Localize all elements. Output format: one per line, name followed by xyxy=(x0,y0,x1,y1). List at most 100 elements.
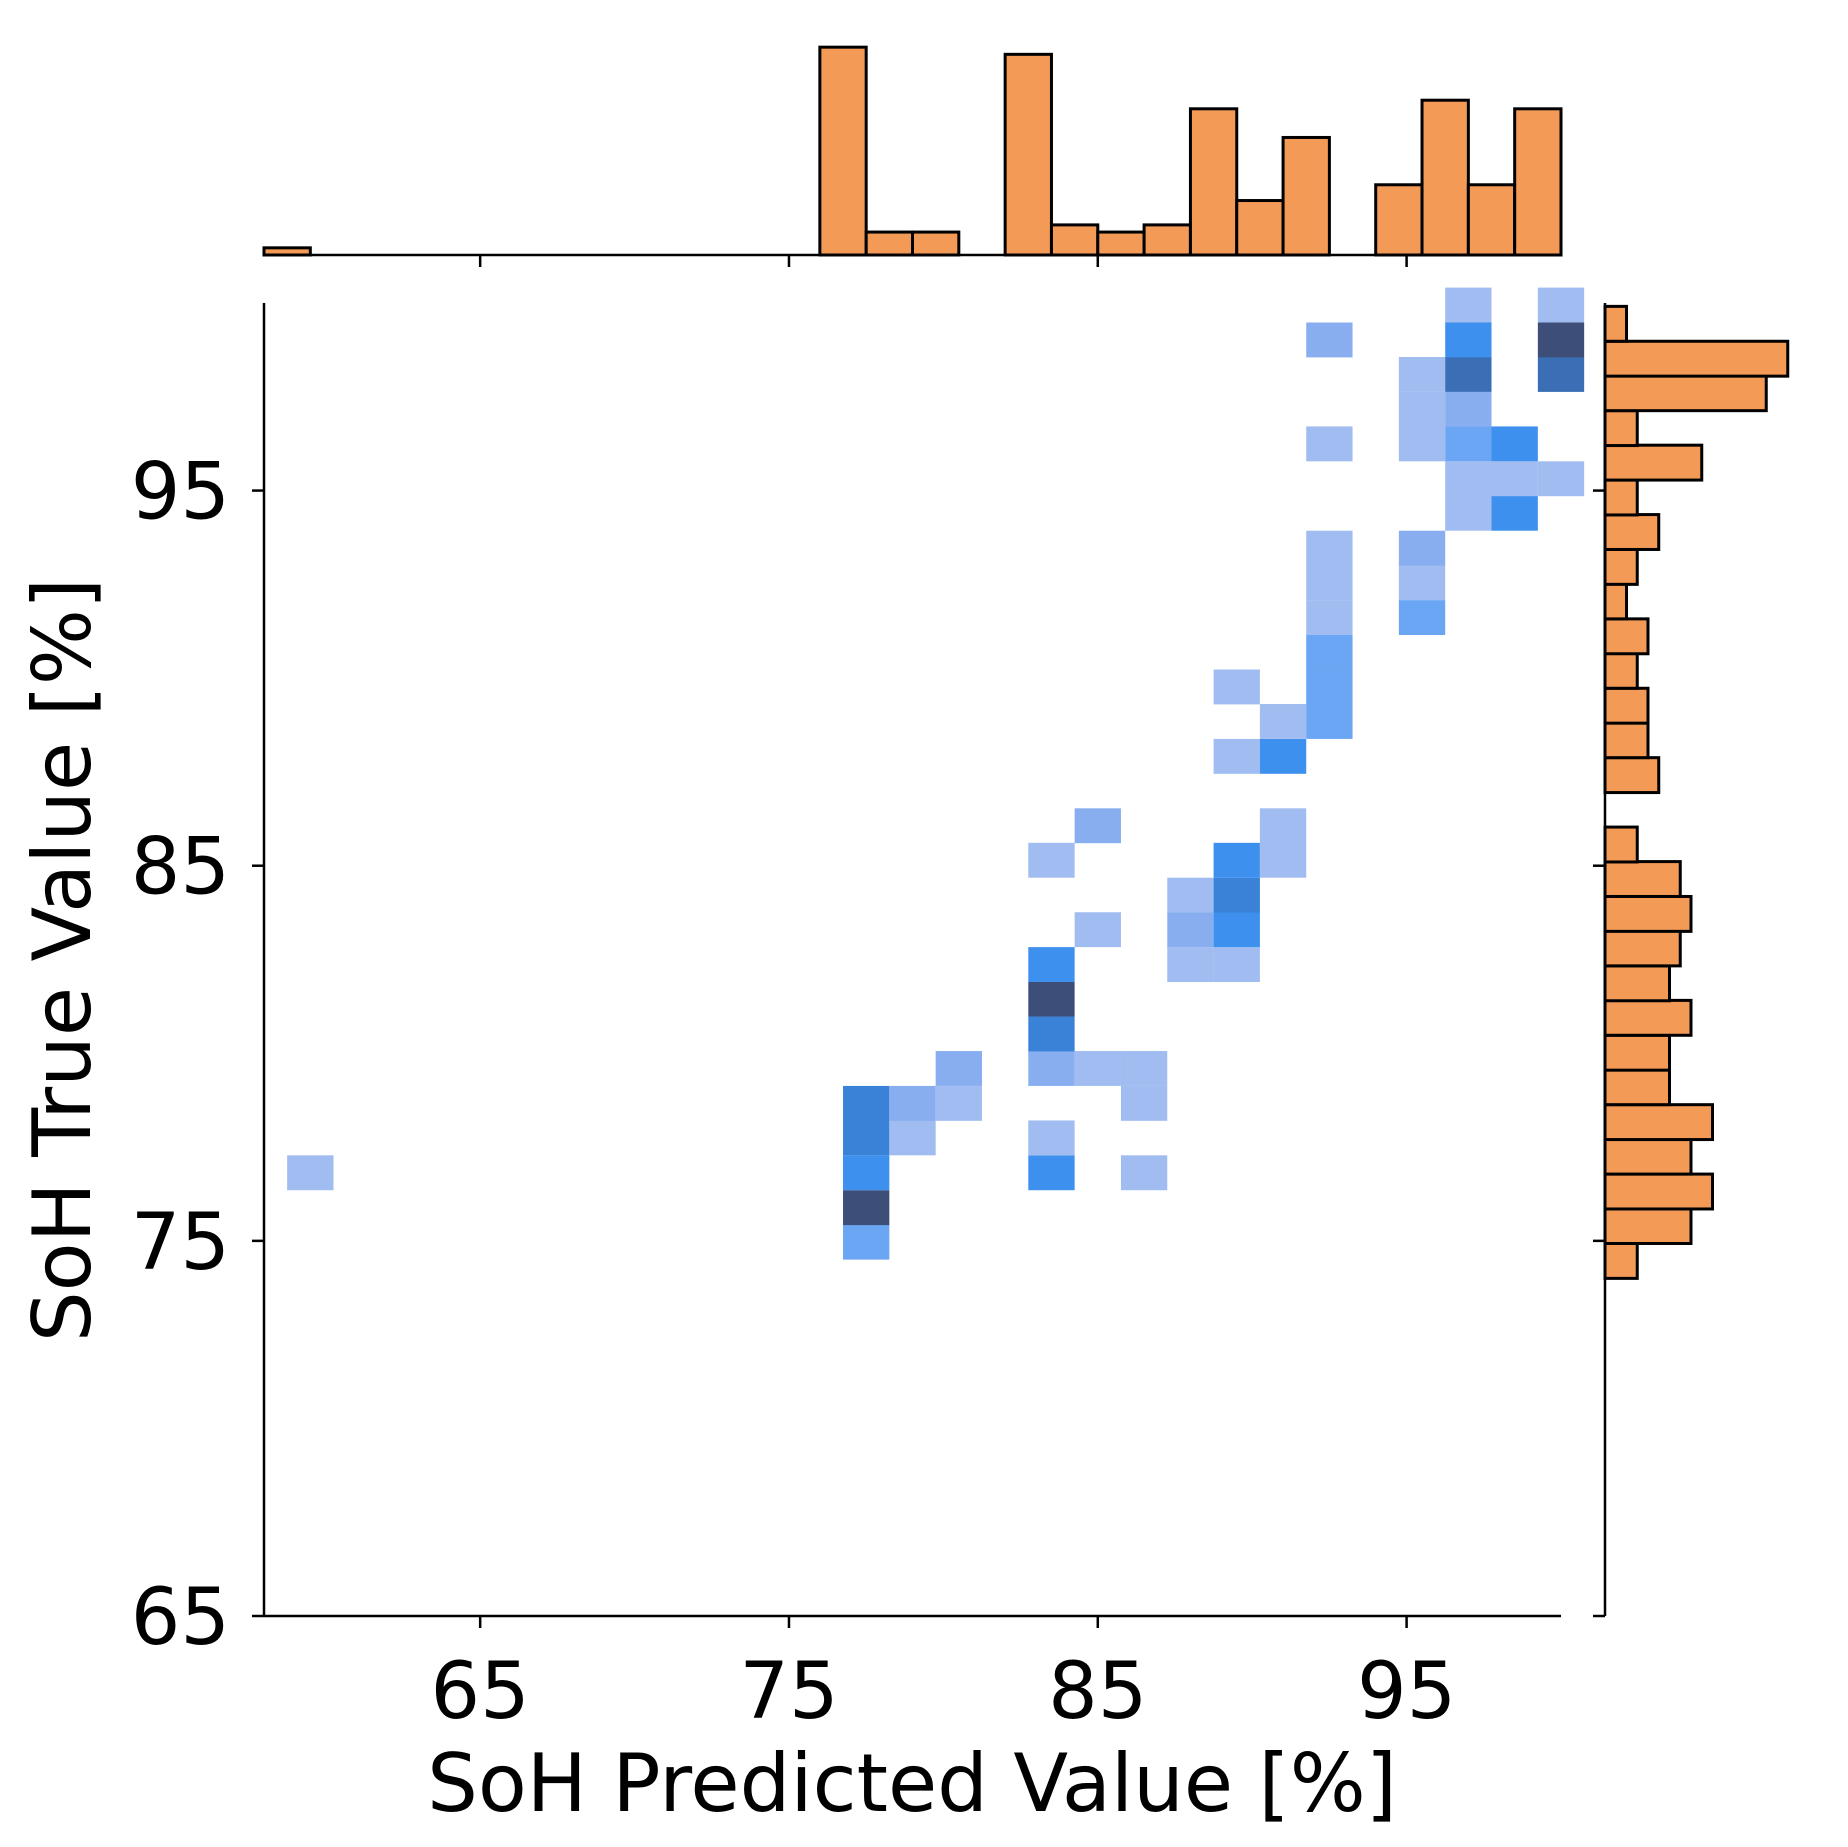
heatmap-cell xyxy=(1259,842,1307,878)
heatmap-cell xyxy=(1537,287,1585,323)
heatmap-cell xyxy=(1306,565,1353,601)
right-histogram-bar xyxy=(1603,721,1650,760)
heatmap-cell xyxy=(1259,808,1307,844)
x-tick-label: 75 xyxy=(739,1647,838,1737)
right-histogram-bar xyxy=(1603,1068,1671,1107)
heatmap-cell xyxy=(843,1120,890,1156)
heatmap-cell xyxy=(889,1120,936,1156)
y-tick-label: 75 xyxy=(131,1198,230,1288)
y-axis-title: SoH True Value [%] xyxy=(16,578,109,1342)
top-histogram-bar xyxy=(911,230,961,257)
right-histogram-bar xyxy=(1603,443,1704,482)
heatmap-cell xyxy=(935,1051,982,1086)
heatmap-cell xyxy=(1074,912,1121,948)
heatmap-cell xyxy=(1120,1051,1168,1086)
heatmap-cell xyxy=(1445,461,1492,497)
right-histogram-bar xyxy=(1603,339,1790,378)
heatmap-cell xyxy=(1028,1155,1075,1191)
heatmap-cell xyxy=(1445,357,1492,392)
axis-ticks: 65 75 85 95 65 75 85 95 xyxy=(131,255,1605,1737)
heatmap-cell xyxy=(1259,704,1307,739)
heatmap-cell xyxy=(1259,738,1307,774)
top-histogram-bar xyxy=(818,45,868,257)
heatmap-cell xyxy=(1028,1016,1075,1052)
heatmap-cell xyxy=(1306,322,1353,358)
heatmap-cell xyxy=(1120,1155,1168,1191)
heatmap-cell xyxy=(843,1155,890,1191)
heatmap-cell xyxy=(1306,634,1353,670)
heatmap-cells xyxy=(287,287,1585,1260)
right-histogram-bar xyxy=(1603,1241,1639,1280)
top-histogram-bar xyxy=(1049,223,1100,257)
right-histogram-bar xyxy=(1603,686,1650,725)
right-histogram-bar xyxy=(1603,374,1768,413)
right-histogram-bar xyxy=(1603,1103,1714,1142)
right-histogram-bar xyxy=(1603,513,1661,551)
heatmap-cell xyxy=(1398,600,1446,636)
top-histogram-bar xyxy=(1003,52,1053,257)
heatmap-cell xyxy=(1306,669,1353,705)
heatmap-cell xyxy=(843,1085,890,1121)
heatmap-cell xyxy=(843,1190,890,1226)
heatmap-cell xyxy=(1213,669,1260,705)
heatmap-cell xyxy=(1445,322,1492,358)
heatmap-cell xyxy=(1120,1085,1168,1121)
heatmap-cell xyxy=(1213,912,1260,948)
heatmap-cell xyxy=(1028,981,1075,1017)
heatmap-cell xyxy=(1306,704,1353,739)
heatmap-cell xyxy=(1306,426,1353,462)
heatmap-cell xyxy=(843,1224,890,1260)
top-histogram-bar xyxy=(1374,183,1424,257)
right-histogram-bar xyxy=(1603,1172,1714,1211)
heatmap-cell xyxy=(1398,357,1446,392)
heatmap-cell xyxy=(1213,947,1260,983)
heatmap-cell xyxy=(1491,426,1538,462)
heatmap-cell xyxy=(1167,947,1214,983)
x-axis-title: SoH Predicted Value [%] xyxy=(427,1737,1397,1830)
heatmap-cell xyxy=(1491,461,1538,497)
right-histogram-bar xyxy=(1603,651,1639,690)
right-histogram-bar xyxy=(1603,1137,1693,1176)
heatmap-cell xyxy=(1398,530,1446,566)
top-histogram-bar xyxy=(1466,183,1517,257)
right-histogram-bar xyxy=(1603,964,1671,1003)
top-histogram-bar xyxy=(1513,107,1563,257)
right-histogram-bar xyxy=(1603,478,1639,517)
right-histogram-bar xyxy=(1603,1033,1671,1072)
right-histogram-bar xyxy=(1603,998,1693,1037)
heatmap-cell xyxy=(1306,600,1353,636)
heatmap-cell xyxy=(1213,877,1260,913)
heatmap-cell xyxy=(1213,738,1260,774)
heatmap-cell xyxy=(1445,391,1492,427)
heatmap-cell xyxy=(1167,877,1214,913)
x-tick-label: 65 xyxy=(431,1647,530,1737)
right-histogram-bar xyxy=(1603,860,1682,898)
x-tick-label: 95 xyxy=(1357,1647,1456,1737)
heatmap-cell xyxy=(1028,947,1075,983)
right-histogram-bar xyxy=(1603,1207,1693,1245)
top-histogram-bar xyxy=(1235,199,1285,257)
top-marginal-histogram xyxy=(262,45,1563,257)
heatmap-cell xyxy=(287,1155,334,1191)
right-marginal-histogram xyxy=(1603,304,1790,1280)
top-histogram-bar xyxy=(1142,223,1192,257)
heatmap-cell xyxy=(1306,530,1353,566)
right-histogram-bar xyxy=(1603,825,1639,864)
heatmap-cell xyxy=(889,1085,936,1121)
right-histogram-bar xyxy=(1603,409,1639,448)
heatmap-cell xyxy=(1491,495,1538,531)
right-histogram-bar xyxy=(1603,617,1650,656)
heatmap-cell xyxy=(1398,391,1446,427)
heatmap-cell xyxy=(1398,565,1446,601)
y-tick-label: 65 xyxy=(131,1573,230,1663)
heatmap-cell xyxy=(1028,1051,1075,1086)
right-histogram-bar xyxy=(1603,547,1639,586)
right-histogram-bar xyxy=(1603,304,1628,343)
heatmap-cell xyxy=(1537,322,1585,358)
heatmap-cell xyxy=(1213,842,1260,878)
top-histogram-bar xyxy=(1420,98,1470,257)
heatmap-cell xyxy=(1445,426,1492,462)
top-histogram-bar xyxy=(1281,135,1331,257)
heatmap-cell xyxy=(1074,1051,1121,1086)
